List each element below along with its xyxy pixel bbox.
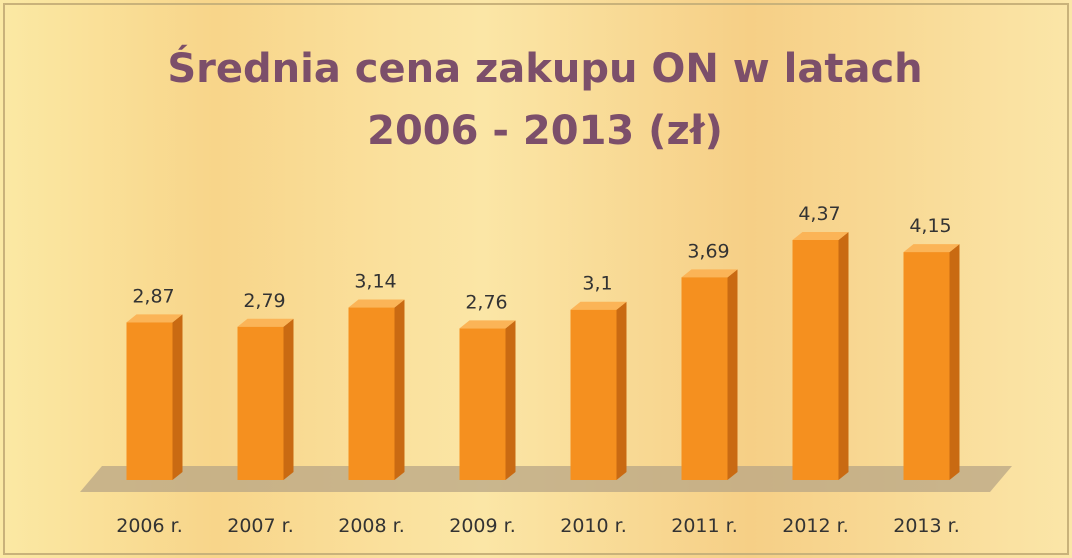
bar-front — [348, 307, 395, 480]
floor — [80, 466, 1012, 492]
data-label: 3,14 — [354, 271, 396, 293]
bar-side — [616, 301, 627, 480]
bar — [570, 301, 627, 480]
bar-side — [172, 314, 183, 480]
x-tick-label: 2007 r. — [227, 515, 294, 537]
bar-side — [838, 232, 849, 480]
data-label: 4,37 — [798, 203, 840, 225]
bar-top — [237, 318, 294, 327]
bar-top — [570, 301, 627, 310]
bar — [348, 299, 405, 480]
data-label: 4,15 — [909, 215, 951, 237]
bar — [792, 232, 849, 480]
bar-front — [126, 322, 173, 480]
bar — [681, 269, 738, 480]
bar — [126, 314, 183, 480]
bar-side — [949, 244, 960, 480]
bar-top — [792, 232, 849, 240]
bar-front — [237, 326, 284, 480]
bar-front — [570, 309, 617, 480]
x-tick-label: 2008 r. — [338, 515, 405, 537]
bar — [903, 244, 960, 480]
x-tick-label: 2006 r. — [116, 515, 183, 537]
bar-top — [903, 244, 960, 253]
frame — [3, 3, 1069, 555]
bar-front — [681, 277, 728, 480]
bar-side — [394, 299, 405, 480]
bar-side — [283, 318, 294, 480]
data-label: 3,1 — [582, 273, 612, 295]
bar — [459, 320, 516, 480]
bar-top — [459, 320, 516, 329]
data-label: 2,79 — [243, 290, 285, 312]
bar-front — [903, 252, 950, 480]
x-tick-label: 2011 r. — [671, 515, 738, 537]
data-label: 2,87 — [132, 285, 174, 307]
bar-side — [727, 269, 738, 480]
bar-top — [348, 299, 405, 308]
x-tick-label: 2013 r. — [893, 515, 960, 537]
data-label: 2,76 — [465, 291, 507, 313]
bar-front — [459, 328, 506, 480]
x-tick-label: 2010 r. — [560, 515, 627, 537]
bar-top — [126, 314, 183, 323]
bar-side — [505, 320, 516, 480]
x-tick-label: 2009 r. — [449, 515, 516, 537]
data-label: 3,69 — [687, 240, 729, 262]
chart-title: Średnia cena zakupu ON w latach 2006 - 2… — [167, 46, 923, 154]
bar-front — [792, 240, 839, 480]
bar — [237, 318, 294, 480]
x-tick-label: 2012 r. — [782, 515, 849, 537]
bar-top — [681, 269, 738, 278]
